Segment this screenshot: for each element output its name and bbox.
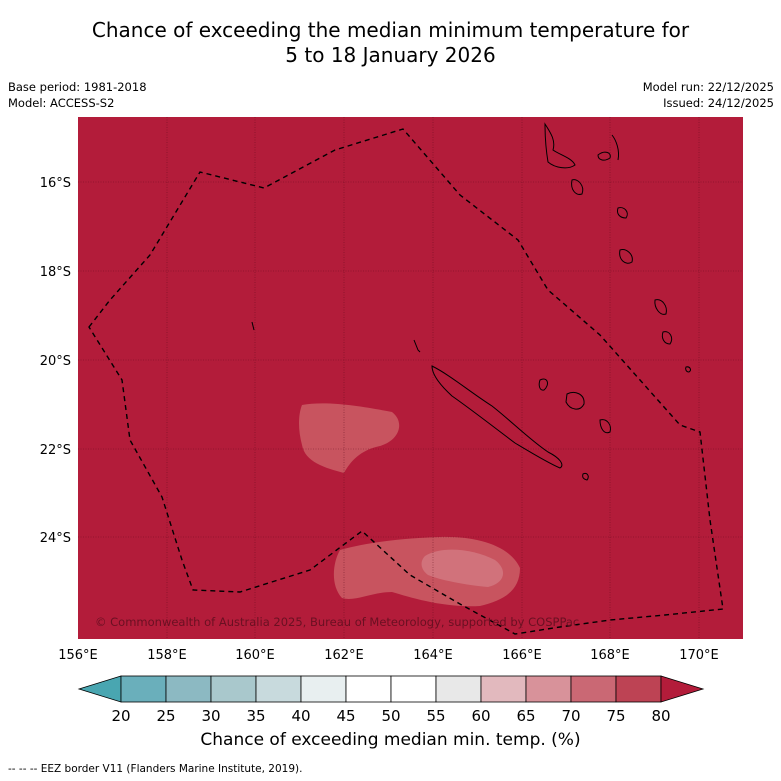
colorbar-tick-70: 70 bbox=[561, 707, 580, 725]
lat-label-20s: 20°S bbox=[40, 354, 71, 369]
colorbar-segment-25-30 bbox=[165, 675, 212, 703]
vanuatu-erromango bbox=[619, 249, 633, 264]
vanuatu-island-a bbox=[597, 151, 611, 161]
model-name: Model: ACCESS-S2 bbox=[8, 96, 115, 110]
gridlines bbox=[78, 117, 743, 639]
lon-label-168e: 168°E bbox=[590, 648, 630, 663]
vanuatu-island-b bbox=[571, 179, 584, 195]
lat-label-24s: 24°S bbox=[40, 531, 71, 546]
lon-label-166e: 166°E bbox=[502, 648, 542, 663]
lat-label-18s: 18°S bbox=[40, 265, 71, 280]
vanuatu-santo bbox=[544, 122, 576, 169]
reef-islet-west bbox=[251, 321, 255, 331]
colorbar-tick-25: 25 bbox=[156, 707, 175, 725]
model-run: Model run: 22/12/2025 bbox=[642, 80, 774, 94]
colorbar-segment-30-35 bbox=[210, 675, 257, 703]
colorbar-tick-30: 30 bbox=[201, 707, 220, 725]
loyalty-island-lifou bbox=[565, 391, 585, 410]
colorbar-tick-80: 80 bbox=[651, 707, 670, 725]
colorbar-segment-75-80 bbox=[615, 675, 662, 703]
colorbar-segment-50-55 bbox=[390, 675, 437, 703]
colorbar-segment-20-25 bbox=[120, 675, 167, 703]
meta-right: Model run: 22/12/2025 Issued: 24/12/2025 bbox=[643, 79, 774, 111]
issued-date: Issued: 24/12/2025 bbox=[663, 96, 774, 110]
colorbar-extend-high bbox=[660, 675, 705, 703]
probability-zone-west bbox=[299, 403, 400, 473]
colorbar-extend-low bbox=[77, 675, 122, 703]
vanuatu-tanna bbox=[654, 299, 667, 315]
vanuatu-malekula bbox=[611, 134, 619, 161]
colorbar-segment-55-60 bbox=[435, 675, 482, 703]
meta-left: Base period: 1981-2018 Model: ACCESS-S2 bbox=[8, 79, 147, 111]
colorbar-segment-65-70 bbox=[525, 675, 572, 703]
eez-footnote: -- -- -- EEZ border V11 (Flanders Marine… bbox=[8, 763, 303, 775]
lon-label-158e: 158°E bbox=[147, 648, 187, 663]
base-period: Base period: 1981-2018 bbox=[8, 80, 147, 94]
colorbar-tick-40: 40 bbox=[291, 707, 310, 725]
title-line-2: 5 to 18 January 2026 bbox=[285, 43, 496, 67]
chart-title: Chance of exceeding the median minimum t… bbox=[0, 18, 781, 68]
lat-label-22s: 22°S bbox=[40, 443, 71, 458]
belep-islet bbox=[413, 339, 421, 353]
colorbar-tick-55: 55 bbox=[426, 707, 445, 725]
colorbar-tick-45: 45 bbox=[336, 707, 355, 725]
coastlines bbox=[251, 122, 691, 481]
loyalty-island-mare bbox=[599, 419, 611, 434]
colorbar-tick-50: 50 bbox=[381, 707, 400, 725]
colorbar-tick-65: 65 bbox=[516, 707, 535, 725]
colorbar: 20 25 30 35 40 45 50 55 60 65 70 75 80 bbox=[77, 675, 705, 725]
lon-label-160e: 160°E bbox=[235, 648, 275, 663]
chesterfield-islet bbox=[582, 473, 589, 481]
vanuatu-islet bbox=[685, 366, 691, 373]
colorbar-label: Chance of exceeding median min. temp. (%… bbox=[200, 730, 581, 750]
lon-label-170e: 170°E bbox=[679, 648, 719, 663]
colorbar-tick-75: 75 bbox=[606, 707, 625, 725]
lon-label-164e: 164°E bbox=[413, 648, 453, 663]
colorbar-segment-70-75 bbox=[570, 675, 617, 703]
vanuatu-efate bbox=[617, 207, 628, 219]
colorbar-segment-40-45 bbox=[300, 675, 347, 703]
copyright-text: © Commonwealth of Australia 2025, Bureau… bbox=[95, 615, 579, 629]
vanuatu-aneityum bbox=[661, 331, 673, 345]
colorbar-tick-20: 20 bbox=[111, 707, 130, 725]
colorbar-segment-35-40 bbox=[255, 675, 302, 703]
new-caledonia-coast bbox=[431, 365, 563, 469]
probability-zone-south-inner bbox=[421, 549, 504, 587]
loyalty-island-ouvea bbox=[538, 378, 548, 391]
lat-label-16s: 16°S bbox=[40, 176, 71, 191]
eez-border bbox=[88, 128, 724, 635]
lon-label-162e: 162°E bbox=[324, 648, 364, 663]
colorbar-segment-45-50 bbox=[345, 675, 392, 703]
colorbar-segment-60-65 bbox=[480, 675, 527, 703]
lon-label-156e: 156°E bbox=[58, 648, 98, 663]
title-line-1: Chance of exceeding the median minimum t… bbox=[91, 18, 690, 42]
colorbar-tick-35: 35 bbox=[246, 707, 265, 725]
colorbar-tick-60: 60 bbox=[471, 707, 490, 725]
